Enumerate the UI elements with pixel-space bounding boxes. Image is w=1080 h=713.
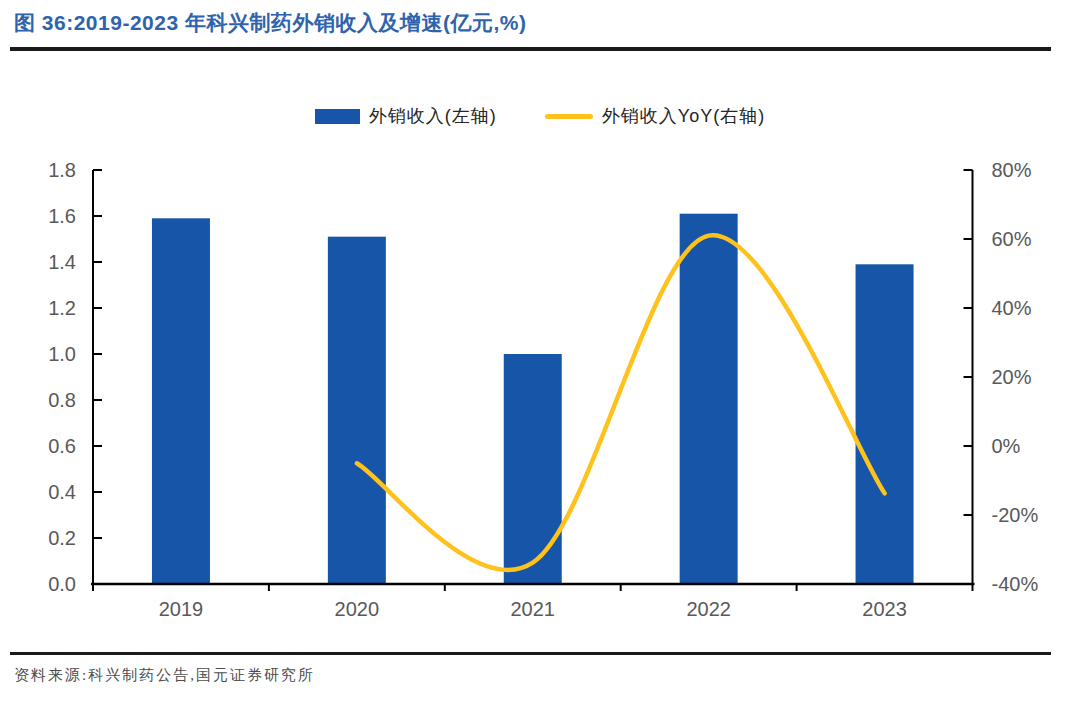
left-axis-tick-label: 0.8 (48, 389, 76, 411)
source-note: 资料来源:科兴制药公告,国元证券研究所 (14, 666, 315, 685)
bar-swatch-icon (315, 109, 360, 124)
line-swatch-icon (545, 114, 593, 119)
left-axis-tick-label: 1.2 (48, 297, 76, 319)
right-axis-tick-label: 60% (992, 228, 1032, 250)
x-axis-label: 2022 (686, 598, 731, 620)
legend-item-yoy[interactable]: 外销收入YoY(右轴) (545, 104, 765, 128)
right-axis-tick-label: 80% (992, 159, 1032, 181)
left-axis-tick-label: 1.4 (48, 251, 76, 273)
left-axis-tick-label: 0.4 (48, 481, 76, 503)
left-axis-tick-label: 1.0 (48, 343, 76, 365)
figure-36-panel: 图 36:2019-2023 年科兴制药外销收入及增速(亿元,%) 外销收入(左… (0, 0, 1080, 713)
right-axis-tick-label: -20% (992, 504, 1039, 526)
left-axis-tick-label: 0.6 (48, 435, 76, 457)
left-axis-tick-label: 1.8 (48, 159, 76, 181)
left-axis-tick-label: 0.2 (48, 527, 76, 549)
left-axis-tick-label: 0.0 (48, 573, 76, 595)
bar-2019[interactable] (152, 218, 210, 584)
left-axis-tick-label: 1.6 (48, 205, 76, 227)
bar-2023[interactable] (856, 264, 914, 584)
bar-2022[interactable] (680, 214, 738, 584)
legend-label-yoy: 外销收入YoY(右轴) (602, 104, 765, 128)
title-divider (10, 47, 1051, 51)
right-axis-tick-label: -40% (992, 573, 1039, 595)
legend-item-revenue[interactable]: 外销收入(左轴) (315, 104, 497, 128)
chart-legend: 外销收入(左轴) 外销收入YoY(右轴) (0, 104, 1080, 128)
x-axis-label: 2023 (862, 598, 907, 620)
chart-plot: 0.0 0.2 0.4 0.6 0.8 1.0 1.2 1.4 1.6 1.8 -40% -20% 0%… (0, 150, 1080, 640)
right-axis-tick-label: 40% (992, 297, 1032, 319)
source-divider (10, 652, 1051, 655)
right-axis-tick-label: 20% (992, 366, 1032, 388)
figure-title: 图 36:2019-2023 年科兴制药外销收入及增速(亿元,%) (14, 9, 526, 37)
x-axis-label: 2021 (511, 598, 556, 620)
x-axis-label: 2019 (159, 598, 204, 620)
legend-label-revenue: 外销收入(左轴) (369, 104, 497, 128)
x-axis-label: 2020 (335, 598, 380, 620)
bar-2021[interactable] (504, 354, 562, 584)
yoy-line[interactable] (357, 235, 885, 570)
bar-2020[interactable] (328, 237, 386, 584)
right-axis-tick-label: 0% (992, 435, 1021, 457)
